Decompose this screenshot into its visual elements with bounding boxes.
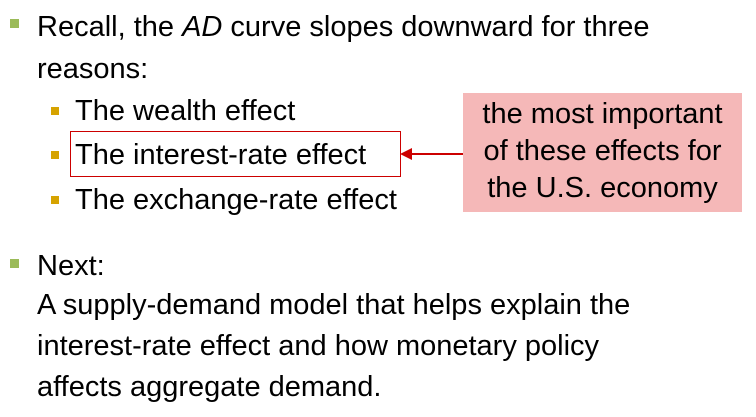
recall-line-1: Recall, the AD curve slopes downward for… [37,9,650,45]
callout-line: of these effects for [483,135,722,167]
ad-italic-text: AD [182,11,223,43]
callout-line: the U.S. economy [487,172,718,204]
sub-item-exchange-rate: The exchange-rate effect [75,184,397,216]
sub-bullet-marker-wealth [51,107,59,115]
interest-rate-highlight-box [70,131,401,177]
sub-bullet-marker-exchange [51,196,59,204]
recall-text-part2: curve slopes downward for three [222,11,650,43]
sub-item-wealth: The wealth effect [75,95,296,127]
sub-bullet-marker-interest [51,151,59,159]
bullet-marker-recall [10,19,19,28]
recall-line-2: reasons: [37,53,149,85]
sub-item-interest-rate: The interest-rate effect [75,139,367,171]
next-label: Next: [37,250,105,282]
next-body-line: A supply-demand model that helps explain… [37,289,631,321]
recall-text-part1: Recall, the [37,11,183,43]
callout-box: the most important of these effects for … [463,93,742,212]
next-body-line: interest-rate effect and how monetary po… [37,330,600,362]
next-body-line: affects aggregate demand. [37,371,382,403]
callout-line: the most important [482,98,723,130]
callout-arrow-icon [400,148,463,160]
bullet-marker-next [10,259,19,268]
